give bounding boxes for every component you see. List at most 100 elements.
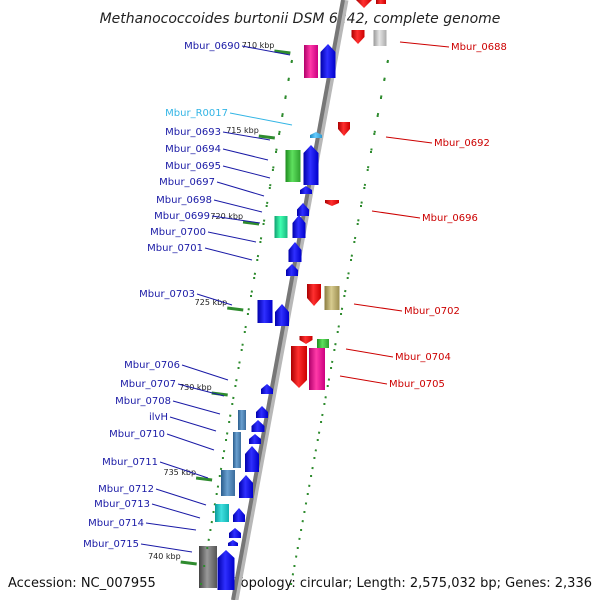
gene-feature-35[interactable] — [233, 508, 245, 522]
gene-leader-left-14 — [169, 416, 217, 432]
gene-feature-23[interactable] — [291, 346, 307, 388]
gene-feature-3[interactable] — [351, 30, 365, 44]
gene-label-left-0[interactable]: Mbur_0690 — [184, 41, 240, 52]
gene-label-left-8[interactable]: Mbur_0700 — [150, 227, 206, 238]
genome-backbone — [231, 0, 345, 600]
gene-label-left-13[interactable]: Mbur_0708 — [115, 396, 171, 407]
gene-feature-32[interactable] — [221, 470, 235, 496]
gene-label-left-4[interactable]: Mbur_0695 — [165, 161, 221, 172]
gene-leader-left-16 — [159, 461, 209, 479]
gene-feature-20[interactable] — [275, 304, 289, 326]
gene-label-left-20[interactable]: Mbur_0715 — [83, 539, 139, 550]
gene-leader-left-13 — [172, 400, 221, 415]
gene-feature-21[interactable] — [299, 336, 313, 344]
gene-leader-left-18 — [151, 503, 201, 519]
track-dot — [369, 151, 372, 153]
gene-feature-10[interactable] — [300, 186, 312, 194]
gene-label-right-4[interactable]: Mbur_0704 — [395, 352, 451, 363]
track-dot — [271, 169, 274, 171]
gene-feature-28[interactable] — [251, 420, 265, 432]
gene-feature-31[interactable] — [245, 446, 259, 472]
gene-label-right-3[interactable]: Mbur_0702 — [404, 306, 460, 317]
gene-feature-25[interactable] — [261, 384, 273, 394]
gene-feature-1[interactable] — [376, 0, 386, 4]
gene-feature-15[interactable] — [288, 242, 302, 262]
gene-label-left-1[interactable]: Mbur_R0017 — [165, 108, 228, 119]
scale-tick-label-3: 725 kbp — [195, 298, 228, 307]
accession-text: Accession: NC_007955 — [8, 576, 156, 591]
gene-leader-left-3 — [222, 148, 269, 161]
gene-feature-5[interactable] — [320, 44, 336, 78]
track-dot — [221, 457, 224, 459]
gene-feature-29[interactable] — [233, 432, 241, 468]
scale-tick-2 — [242, 220, 260, 226]
gene-feature-6[interactable] — [310, 132, 322, 138]
guide-dots-right-outer — [289, 59, 389, 591]
gene-feature-22[interactable] — [317, 339, 329, 348]
track-dot — [340, 313, 343, 315]
track-dot — [265, 205, 268, 207]
gene-feature-37[interactable] — [228, 540, 238, 546]
gene-feature-33[interactable] — [239, 475, 253, 498]
track-dot — [306, 493, 309, 495]
gene-label-left-11[interactable]: Mbur_0706 — [124, 360, 180, 371]
gene-feature-14[interactable] — [292, 215, 306, 238]
gene-label-left-18[interactable]: Mbur_0713 — [94, 499, 150, 510]
gene-feature-36[interactable] — [229, 528, 241, 538]
gene-feature-24[interactable] — [309, 348, 325, 390]
gene-feature-13[interactable] — [274, 216, 288, 238]
gene-feature-4[interactable] — [304, 45, 318, 78]
gene-leader-left-19 — [145, 522, 197, 531]
gene-feature-7[interactable] — [338, 122, 350, 136]
gene-feature-38[interactable] — [199, 546, 217, 588]
track-dot — [281, 115, 284, 117]
track-dot — [200, 583, 203, 585]
gene-label-left-7[interactable]: Mbur_0699 — [154, 211, 210, 222]
gene-feature-17[interactable] — [307, 284, 321, 306]
gene-label-left-3[interactable]: Mbur_0694 — [165, 144, 221, 155]
track-dot — [250, 295, 253, 297]
gene-feature-12[interactable] — [297, 203, 309, 216]
gene-label-left-16[interactable]: Mbur_0711 — [102, 457, 158, 468]
gene-feature-16[interactable] — [286, 264, 298, 276]
gene-label-left-15[interactable]: Mbur_0710 — [109, 429, 165, 440]
gene-label-left-2[interactable]: Mbur_0693 — [165, 127, 221, 138]
gene-feature-34[interactable] — [215, 504, 229, 522]
gene-leader-left-8 — [207, 231, 257, 243]
gene-label-left-14[interactable]: ilvH — [149, 412, 168, 423]
gene-label-right-2[interactable]: Mbur_0696 — [422, 213, 478, 224]
gene-label-left-10[interactable]: Mbur_0703 — [139, 289, 195, 300]
track-dot — [215, 493, 218, 495]
gene-label-left-17[interactable]: Mbur_0712 — [98, 484, 154, 495]
track-dot — [237, 367, 240, 369]
track-dot — [386, 61, 389, 63]
gene-feature-9[interactable] — [303, 145, 319, 185]
gene-leader-left-11 — [181, 364, 229, 381]
gene-feature-26[interactable] — [256, 406, 268, 418]
gene-feature-39[interactable] — [217, 550, 235, 590]
gene-label-left-9[interactable]: Mbur_0701 — [147, 243, 203, 254]
gene-feature-19[interactable] — [257, 300, 273, 323]
track-dot — [206, 547, 209, 549]
gene-feature-18[interactable] — [324, 286, 340, 310]
gene-feature-11[interactable] — [325, 200, 339, 206]
gene-label-left-6[interactable]: Mbur_0698 — [156, 195, 212, 206]
gene-feature-30[interactable] — [249, 434, 261, 444]
gene-label-right-0[interactable]: Mbur_0688 — [451, 42, 507, 53]
gene-feature-8[interactable] — [285, 150, 301, 182]
track-dot — [268, 187, 271, 189]
gene-label-right-5[interactable]: Mbur_0705 — [389, 379, 445, 390]
gene-leader-left-2 — [222, 131, 271, 141]
gene-leader-left-4 — [222, 165, 271, 179]
track-dot — [379, 97, 382, 99]
gene-feature-0[interactable] — [356, 0, 372, 8]
gene-label-right-1[interactable]: Mbur_0692 — [434, 138, 490, 149]
track-dot — [246, 313, 249, 315]
gene-label-left-19[interactable]: Mbur_0714 — [88, 518, 144, 529]
scale-tick-label-6: 740 kbp — [148, 552, 181, 561]
gene-feature-27[interactable] — [238, 410, 246, 430]
gene-label-left-5[interactable]: Mbur_0697 — [159, 177, 215, 188]
track-dot — [290, 583, 293, 585]
gene-feature-2[interactable] — [373, 30, 387, 46]
gene-label-left-12[interactable]: Mbur_0707 — [120, 379, 176, 390]
